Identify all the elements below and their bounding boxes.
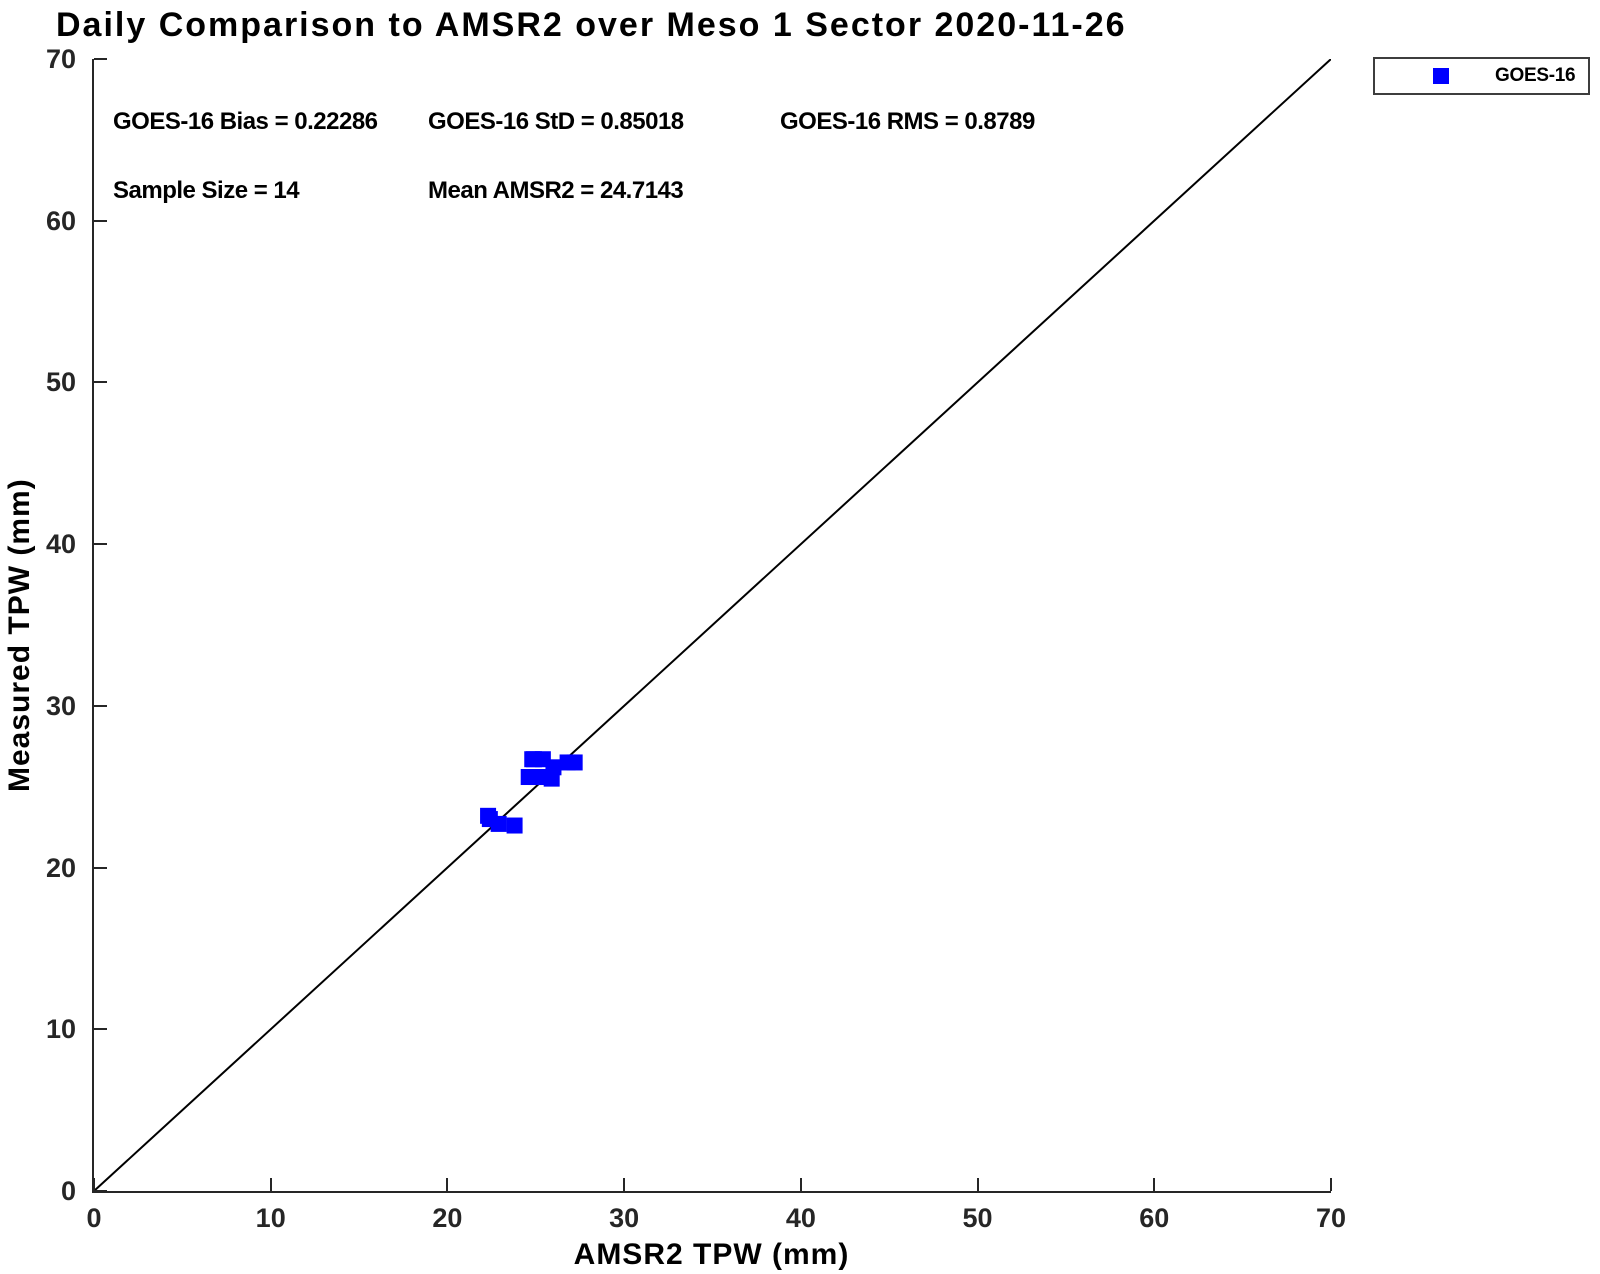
x-tick	[93, 1178, 95, 1191]
y-tick-label: 40	[45, 529, 76, 560]
data-point	[527, 769, 544, 786]
y-tick	[94, 1190, 107, 1192]
stat-rms: GOES-16 RMS = 0.8789	[780, 108, 1035, 135]
x-tick-label: 10	[255, 1203, 286, 1233]
x-tick	[623, 1178, 626, 1191]
data-point	[566, 754, 583, 771]
y-tick-label: 50	[45, 367, 76, 398]
y-tick-label: 60	[45, 205, 76, 236]
data-point	[506, 817, 523, 834]
data-point	[481, 811, 498, 828]
y-tick-label: 20	[45, 852, 76, 883]
x-tick-label: 60	[1139, 1203, 1170, 1233]
legend-label: GOES-16	[1495, 65, 1576, 86]
data-point	[526, 751, 543, 768]
y-tick	[94, 381, 107, 384]
x-tick	[269, 1178, 272, 1191]
legend-marker-square-icon	[1433, 68, 1449, 84]
x-tick	[446, 1178, 449, 1191]
x-tick-label: 70	[1315, 1203, 1347, 1233]
plot-area	[92, 58, 1332, 1193]
x-tick-label: 40	[785, 1203, 816, 1233]
plot-svg	[94, 59, 1331, 1191]
identity-line	[94, 59, 1331, 1191]
y-tick-label: 30	[45, 690, 76, 721]
x-tick-label: 20	[432, 1203, 463, 1233]
y-tick	[94, 1028, 107, 1031]
y-tick	[94, 866, 107, 869]
x-tick-label: 50	[962, 1203, 993, 1233]
y-tick	[94, 58, 107, 60]
x-tick	[1330, 1178, 1332, 1191]
y-tick	[94, 704, 107, 707]
x-tick	[976, 1178, 979, 1191]
y-tick	[94, 219, 107, 222]
stat-std: GOES-16 StD = 0.85018	[428, 108, 684, 135]
y-tick-label: 10	[45, 1014, 76, 1045]
stat-sample-size: Sample Size = 14	[113, 177, 300, 204]
y-tick-label: 70	[45, 44, 76, 74]
stat-bias: GOES-16 Bias = 0.22286	[113, 108, 378, 135]
y-tick	[94, 543, 107, 546]
x-tick	[1153, 1178, 1156, 1191]
stat-mean-amsr2: Mean AMSR2 = 24.7143	[428, 177, 684, 204]
x-tick-label: 30	[609, 1203, 640, 1233]
chart-title: Daily Comparison to AMSR2 over Meso 1 Se…	[56, 6, 1127, 44]
data-point	[543, 770, 560, 787]
x-axis-label: AMSR2 TPW (mm)	[573, 1238, 850, 1271]
y-tick-label: 0	[60, 1176, 76, 1206]
x-tick	[799, 1178, 802, 1191]
x-tick-label: 0	[86, 1203, 102, 1233]
legend-box: GOES-16	[1373, 57, 1590, 95]
